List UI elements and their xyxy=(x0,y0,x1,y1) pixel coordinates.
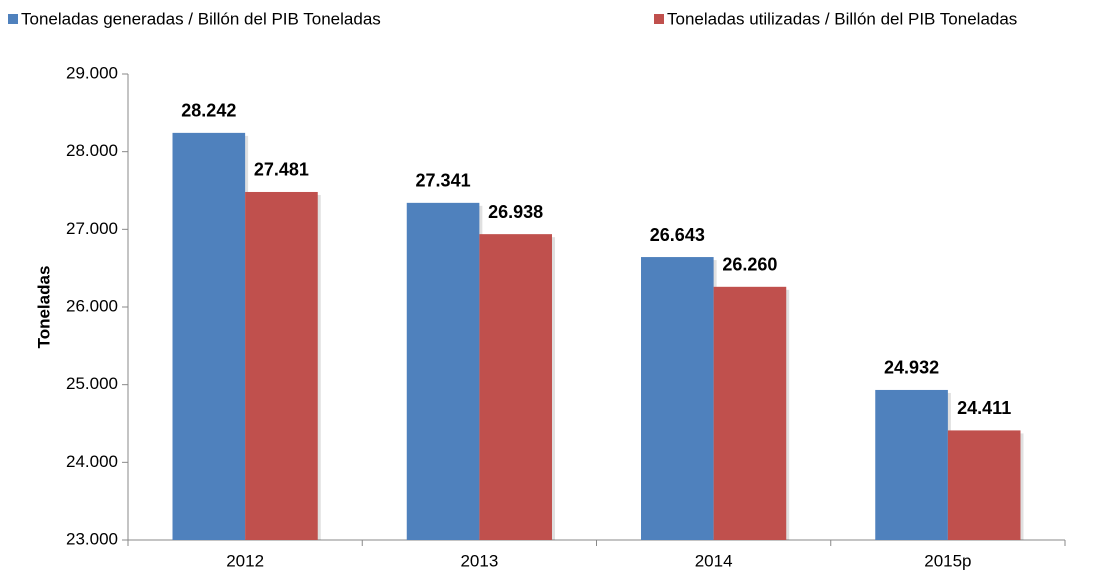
value-label: 24.932 xyxy=(884,358,939,378)
x-tick-label: 2014 xyxy=(695,551,733,570)
legend-swatch xyxy=(654,14,664,24)
x-tick-label: 2012 xyxy=(226,551,264,570)
bar xyxy=(947,430,1021,540)
bar xyxy=(406,202,480,540)
bar xyxy=(245,191,318,541)
y-tick-label: 23.000 xyxy=(66,529,118,548)
x-tick-label: 2013 xyxy=(460,551,498,570)
bar xyxy=(875,389,948,540)
y-tick-label: 27.000 xyxy=(66,219,118,238)
value-label: 26.938 xyxy=(488,202,543,222)
value-label: 26.260 xyxy=(722,255,777,275)
y-tick-label: 25.000 xyxy=(66,374,118,393)
bar xyxy=(479,234,552,540)
value-label: 27.341 xyxy=(416,171,471,191)
bar xyxy=(641,257,714,540)
value-label: 24.411 xyxy=(957,398,1011,418)
y-axis-label: Toneladas xyxy=(34,266,53,349)
legend-label: Toneladas generadas / Billón del PIB Ton… xyxy=(21,9,381,28)
y-tick-label: 28.000 xyxy=(66,141,118,160)
value-label: 27.481 xyxy=(254,160,309,180)
y-tick-label: 24.000 xyxy=(66,452,118,471)
legend-label: Toneladas utilizadas / Billón del PIB To… xyxy=(667,9,1017,28)
y-tick-label: 26.000 xyxy=(66,296,118,315)
bar xyxy=(172,132,246,540)
bar xyxy=(713,286,787,540)
x-tick-label: 2015p xyxy=(924,551,971,570)
value-label: 28.242 xyxy=(181,101,236,121)
legend-swatch xyxy=(8,14,18,24)
value-label: 26.643 xyxy=(650,225,705,245)
y-tick-label: 29.000 xyxy=(66,63,118,82)
